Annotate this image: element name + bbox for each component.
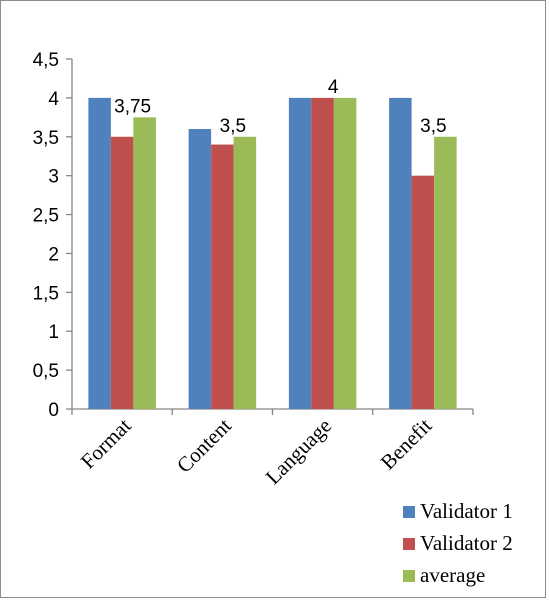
bar-validator-1-benefit <box>389 97 412 409</box>
bar-validator-2-format <box>110 136 134 409</box>
data-label-language: 4 <box>328 77 339 98</box>
category-label-format: Format <box>76 413 136 473</box>
bar-validator-1-language <box>288 97 312 409</box>
category-label-language: Language <box>261 414 337 490</box>
bar-validator-1-content <box>188 129 212 409</box>
y-tick-label: 1 <box>48 322 59 343</box>
y-tick-label: 0 <box>48 400 59 421</box>
y-tick-label: 0,5 <box>33 361 59 382</box>
y-tick-label: 2 <box>48 244 59 265</box>
legend-label-validator-1: Validator 1 <box>420 499 513 523</box>
y-tick-label: 4 <box>48 89 59 110</box>
legend-swatch-validator-1 <box>403 506 415 518</box>
bar-average-language <box>333 97 357 409</box>
bar-average-benefit <box>434 136 457 409</box>
data-labels: 3,75 3,5 4 3,5 <box>114 77 446 137</box>
legend: Validator 1 Validator 2 average <box>403 499 513 587</box>
bar-validator-2-content <box>211 144 234 410</box>
bars <box>88 97 457 410</box>
bar-validator-2-benefit <box>411 175 435 409</box>
bar-average-content <box>233 136 257 409</box>
y-tick-label: 1,5 <box>33 283 59 304</box>
legend-label-average: average <box>420 563 485 587</box>
legend-swatch-average <box>403 570 415 582</box>
data-label-format: 3,75 <box>114 96 151 117</box>
legend-swatch-validator-2 <box>403 538 415 550</box>
data-label-benefit: 3,5 <box>420 116 446 137</box>
y-tick-label: 2,5 <box>33 206 59 227</box>
y-tick-label: 3 <box>48 167 59 188</box>
y-tick-label: 4,5 <box>33 50 59 71</box>
bar-validator-2-language <box>311 97 334 409</box>
data-label-content: 3,5 <box>220 116 246 137</box>
bar-average-format <box>133 117 156 409</box>
category-label-benefit: Benefit <box>376 413 437 474</box>
bar-validator-1-format <box>88 97 111 409</box>
y-tick-label: 3,5 <box>33 128 59 149</box>
legend-label-validator-2: Validator 2 <box>420 531 513 555</box>
category-label-content: Content <box>172 413 236 477</box>
